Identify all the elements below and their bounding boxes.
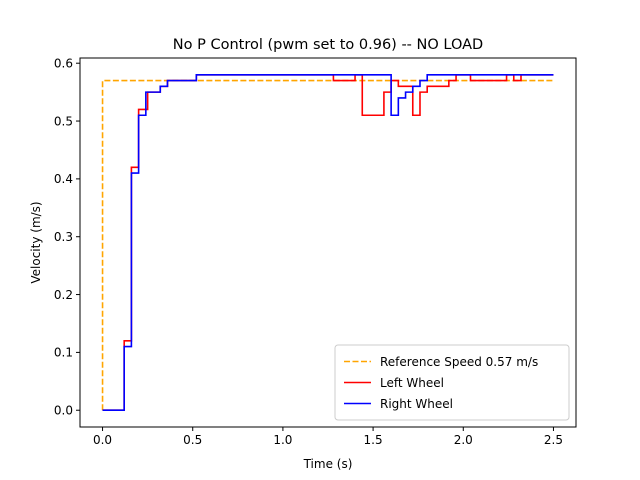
- series-line-3: [102, 73, 554, 412]
- y-tick-label: 0.0: [54, 404, 73, 418]
- x-axis-label: Time (s): [303, 457, 353, 471]
- x-tick-label: 2.5: [544, 433, 563, 447]
- legend: Reference Speed 0.57 m/s Left Wheel Right …: [334, 344, 570, 421]
- x-tick-label: 0.5: [183, 433, 202, 447]
- legend-box: [334, 344, 570, 421]
- series-line-1: [101, 79, 554, 411]
- y-tick-label: 0.1: [54, 346, 73, 360]
- x-tick-label: 2.0: [454, 433, 473, 447]
- y-axis-label: Velocity (m/s): [29, 201, 43, 283]
- chart-title: No P Control (pwm set to 0.96) -- NO LOA…: [173, 37, 483, 53]
- legend-label: Left Wheel: [380, 376, 444, 390]
- y-tick-label: 0.4: [54, 172, 73, 186]
- y-tick-label: 0.6: [54, 57, 73, 71]
- axes-frame: [79, 57, 577, 428]
- plot-area: [101, 73, 554, 412]
- x-tick-label: 1.5: [364, 433, 383, 447]
- y-tick-label: 0.3: [54, 230, 73, 244]
- legend-label: Reference Speed 0.57 m/s: [380, 355, 538, 369]
- series-line-2: [102, 73, 554, 412]
- axis-ticks: 0.0 0.5 1.0 1.5 2.0 2.5 0.0 0.1 0.2 0.3 0.4 0.5 0.6: [54, 57, 563, 447]
- x-tick-label: 1.0: [273, 433, 292, 447]
- y-tick-label: 0.2: [54, 288, 73, 302]
- y-tick-label: 0.5: [54, 114, 73, 128]
- x-tick-label: 0.0: [93, 433, 112, 447]
- legend-label: Right Wheel: [380, 397, 453, 411]
